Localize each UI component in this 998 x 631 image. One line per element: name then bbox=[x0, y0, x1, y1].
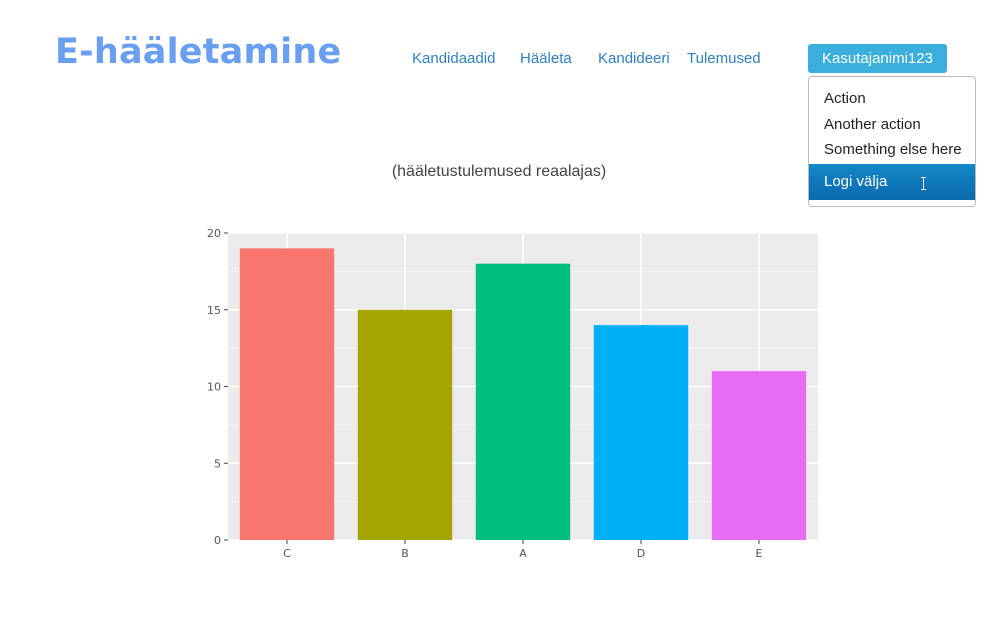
y-tick-label: 5 bbox=[214, 457, 221, 470]
x-tick-label: B bbox=[401, 547, 409, 560]
nav-link-kandideeri[interactable]: Kandideeri bbox=[598, 50, 670, 67]
x-tick-label: A bbox=[519, 547, 527, 560]
nav-link-haaleta[interactable]: Hääleta bbox=[520, 50, 572, 67]
x-tick-label: C bbox=[283, 547, 291, 560]
menu-item-something-else[interactable]: Something else here bbox=[824, 141, 962, 158]
y-tick-label: 0 bbox=[214, 534, 221, 547]
x-tick-label: D bbox=[637, 547, 645, 560]
bar-D bbox=[593, 325, 689, 540]
bar-C bbox=[239, 248, 335, 540]
menu-item-logout-label: Logi välja bbox=[824, 173, 888, 190]
results-bar-chart: 0 5 10 15 20 C B A D E bbox=[207, 227, 818, 560]
menu-item-logout[interactable]: Logi välja bbox=[809, 164, 975, 200]
x-tick-label: E bbox=[756, 547, 763, 560]
menu-item-another-action[interactable]: Another action bbox=[824, 116, 921, 133]
bar-B bbox=[357, 309, 453, 540]
text-cursor-icon bbox=[921, 177, 926, 190]
nav-link-kandidaadid[interactable]: Kandidaadid bbox=[412, 50, 496, 67]
bar-A bbox=[475, 263, 571, 540]
y-tick-label: 10 bbox=[207, 381, 221, 394]
app-title: E-hääletamine bbox=[55, 32, 342, 72]
menu-item-action[interactable]: Action bbox=[824, 90, 866, 107]
user-dropdown-menu: Action Another action Something else her… bbox=[808, 76, 976, 207]
user-menu-button[interactable]: Kasutajanimi123 bbox=[808, 44, 947, 73]
y-tick-label: 15 bbox=[207, 304, 221, 317]
bar-E bbox=[711, 371, 807, 540]
chart-title: (hääletustulemused reaalajas) bbox=[391, 163, 607, 180]
nav-link-tulemused[interactable]: Tulemused bbox=[687, 50, 761, 67]
y-tick-label: 20 bbox=[207, 227, 221, 240]
